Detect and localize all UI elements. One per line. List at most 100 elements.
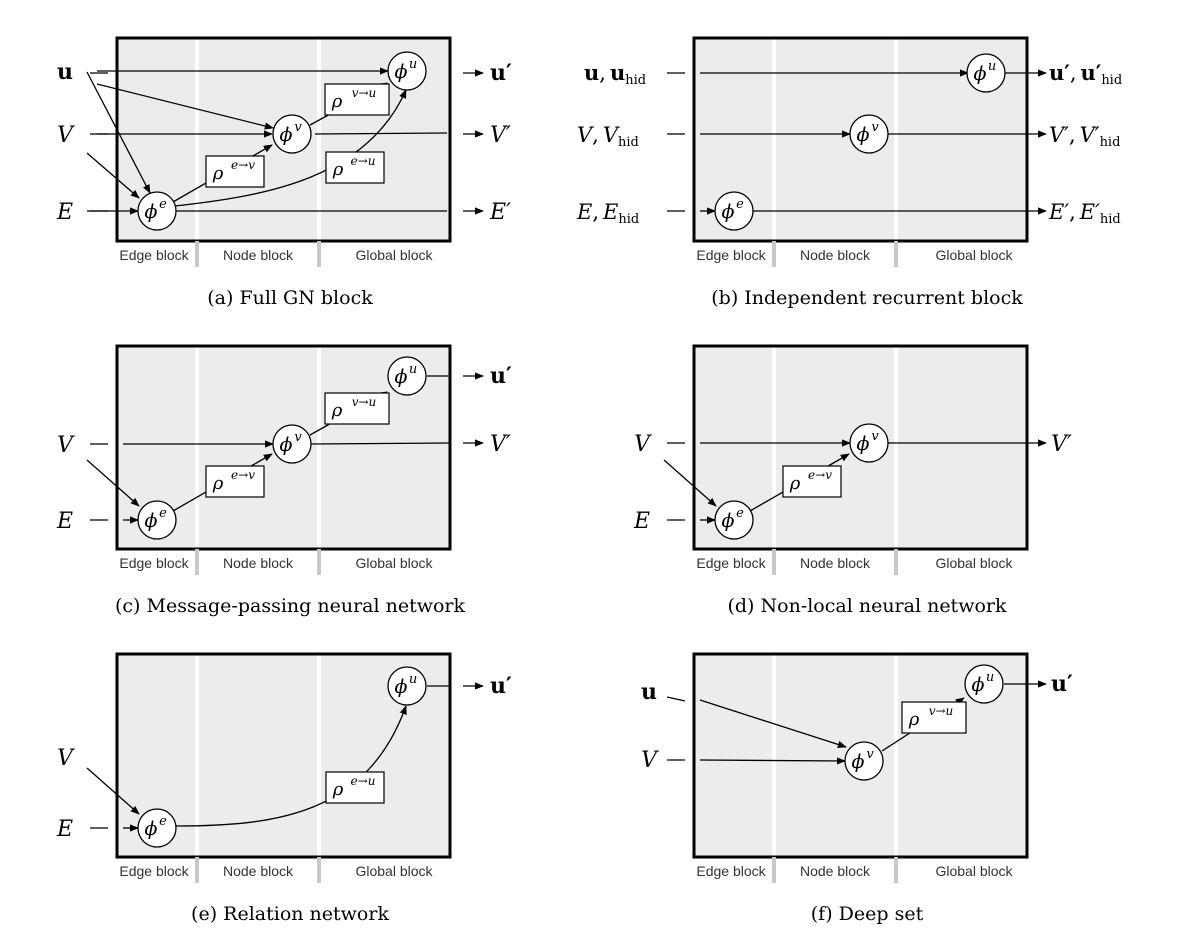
panel-f-global-block-label: Global block <box>935 863 1013 879</box>
svg-text:V,Vhid: V, Vhid <box>577 123 639 150</box>
svg-text:v: v <box>294 120 302 135</box>
svg-text:ρ: ρ <box>212 473 224 494</box>
panel-e-phi-u-node: ϕ u <box>387 666 427 706</box>
svg-text:ϕ: ϕ <box>722 201 735 223</box>
panel-e-input-V: V <box>57 746 75 771</box>
svg-text:ϕ: ϕ <box>145 201 158 223</box>
panel-b-node-block-label: Node block <box>800 247 871 263</box>
panel-a-input-E: E <box>56 200 73 225</box>
panel-b-phi-e-node: ϕ e <box>714 191 754 231</box>
panel-e-node-block-label: Node block <box>223 863 294 879</box>
panel-d-input-E: E <box>633 509 650 534</box>
panel-a-input-u: u <box>57 59 73 85</box>
svg-text:u: u <box>988 59 996 74</box>
panel-c-rho-e-to-v-box: ρ e→v <box>205 465 265 498</box>
svg-text:v: v <box>294 430 302 445</box>
panel-c-phi-v-node: ϕ v <box>272 424 312 464</box>
panel-d-edge-block-label: Edge block <box>696 555 766 571</box>
panel-b-global-block-label: Global block <box>935 247 1013 263</box>
panel-f-input-V: V <box>641 748 659 773</box>
panel-c-output-u: u′ <box>490 363 512 389</box>
panel-c-node-block-label: Node block <box>223 555 294 571</box>
panel-a-edge-block-label: Edge block <box>119 247 189 263</box>
panel-b-output-E-Ehid: E′, E′hid <box>1027 200 1121 227</box>
svg-text:V′,V′hid: V′, V′hid <box>1049 123 1120 150</box>
panel-d-rho-e-to-v-box: ρ e→v <box>782 465 842 498</box>
panel-b-caption: (b) Independent recurrent block <box>711 287 1023 309</box>
svg-text:v: v <box>866 747 874 762</box>
panel-b-input-u-uhid: u, uhid <box>584 60 685 88</box>
svg-text:ϕ: ϕ <box>395 676 408 698</box>
svg-text:v: v <box>871 429 879 444</box>
panel-b-input-E-Ehid: E, Ehid <box>576 200 685 227</box>
panel-a-phi-v-node: ϕ v <box>272 114 312 154</box>
svg-text:u′,u′hid: u′, u′hid <box>1049 60 1122 88</box>
svg-text:v: v <box>871 120 879 135</box>
panel-a-input-V: V <box>57 123 75 148</box>
panel-e-caption: (e) Relation network <box>191 903 389 925</box>
svg-text:ϕ: ϕ <box>145 510 158 532</box>
panel-a-rho-e-to-u-box: ρ e→u <box>325 151 385 184</box>
panel-e-rho-e-to-u-box: ρ e→u <box>325 771 385 804</box>
panel-f-edge-block-label: Edge block <box>696 863 766 879</box>
panel-a-node-block-label: Node block <box>223 247 294 263</box>
panel-a-caption: (a) Full GN block <box>207 287 373 309</box>
svg-text:ϕ: ϕ <box>857 433 870 455</box>
svg-text:u: u <box>986 670 994 685</box>
panel-d-non-local-nn: Edge block Node block Global block ϕ e ϕ… <box>633 344 1072 575</box>
panel-c-output-V: V′ <box>490 432 511 457</box>
svg-text:ϕ: ϕ <box>972 674 985 696</box>
svg-text:e→u: e→u <box>351 154 376 168</box>
svg-text:ρ: ρ <box>332 159 344 180</box>
svg-text:u,uhid: u, uhid <box>584 60 646 88</box>
panel-a-divider-2 <box>317 39 321 240</box>
svg-text:e→u: e→u <box>351 774 376 788</box>
panel-e-phi-e-node: ϕ e <box>137 808 177 848</box>
svg-text:ϕ: ϕ <box>722 510 735 532</box>
panel-b-output-u-uhid: u′, u′hid <box>1027 60 1122 88</box>
svg-text:e: e <box>736 506 744 521</box>
panel-b-independent-recurrent-block: Edge block Node block Global block ϕ e ϕ… <box>576 36 1122 267</box>
panel-e-output-u: u′ <box>490 673 512 699</box>
panel-a-global-block-label: Global block <box>355 247 433 263</box>
panel-f-rho-v-to-u-box: ρ v→u <box>901 701 967 734</box>
panel-a-rho-v-to-u-box: ρ v→u <box>324 83 390 116</box>
panel-f-deep-set: Edge block Node block Global block ϕ v ϕ… <box>641 652 1073 883</box>
panel-a-output-V: V′ <box>490 123 511 148</box>
svg-text:v→u: v→u <box>352 395 377 409</box>
panel-d-node-block-label: Node block <box>800 555 871 571</box>
panel-a-full-gn-block: Edge block Node block Global block ϕ e ϕ <box>56 36 512 267</box>
svg-text:ρ: ρ <box>331 400 343 421</box>
panel-a-divider-1 <box>195 39 199 240</box>
svg-text:v→u: v→u <box>352 86 377 100</box>
panel-d-phi-v-node: ϕ v <box>849 423 889 463</box>
panel-f-caption: (f) Deep set <box>811 903 924 925</box>
panel-a-phi-u-node: ϕ u <box>387 51 427 91</box>
svg-text:ρ: ρ <box>331 91 343 112</box>
panel-d-input-V: V <box>634 432 652 457</box>
svg-text:ϕ: ϕ <box>857 124 870 146</box>
svg-text:ρ: ρ <box>908 709 920 730</box>
svg-text:e: e <box>159 197 167 212</box>
panel-c-message-passing-nn: Edge block Node block Global block ϕ e ϕ… <box>56 344 512 575</box>
panel-e-edge-block-label: Edge block <box>119 863 189 879</box>
panel-f-phi-u-node: ϕ u <box>964 664 1004 704</box>
svg-text:e: e <box>159 814 167 829</box>
panel-b-input-V-Vhid: V, Vhid <box>577 123 685 150</box>
panel-c-input-E: E <box>56 509 73 534</box>
svg-text:ϕ: ϕ <box>852 751 865 773</box>
svg-text:ρ: ρ <box>332 779 344 800</box>
panel-b-phi-v-node: ϕ v <box>849 114 889 154</box>
svg-text:E,Ehid: E, Ehid <box>576 200 639 227</box>
panel-c-phi-u-node: ϕ u <box>387 356 427 396</box>
panel-a-rho-e-to-v-box: ρ e→v <box>205 155 265 188</box>
panel-b-phi-u-node: ϕ u <box>966 53 1006 93</box>
svg-text:ϕ: ϕ <box>280 124 293 146</box>
svg-text:e→v: e→v <box>231 468 255 482</box>
panel-d-caption: (d) Non-local neural network <box>727 595 1006 617</box>
svg-text:ϕ: ϕ <box>280 434 293 456</box>
svg-text:ϕ: ϕ <box>145 818 158 840</box>
svg-text:e: e <box>159 506 167 521</box>
svg-text:v→u: v→u <box>929 704 954 718</box>
